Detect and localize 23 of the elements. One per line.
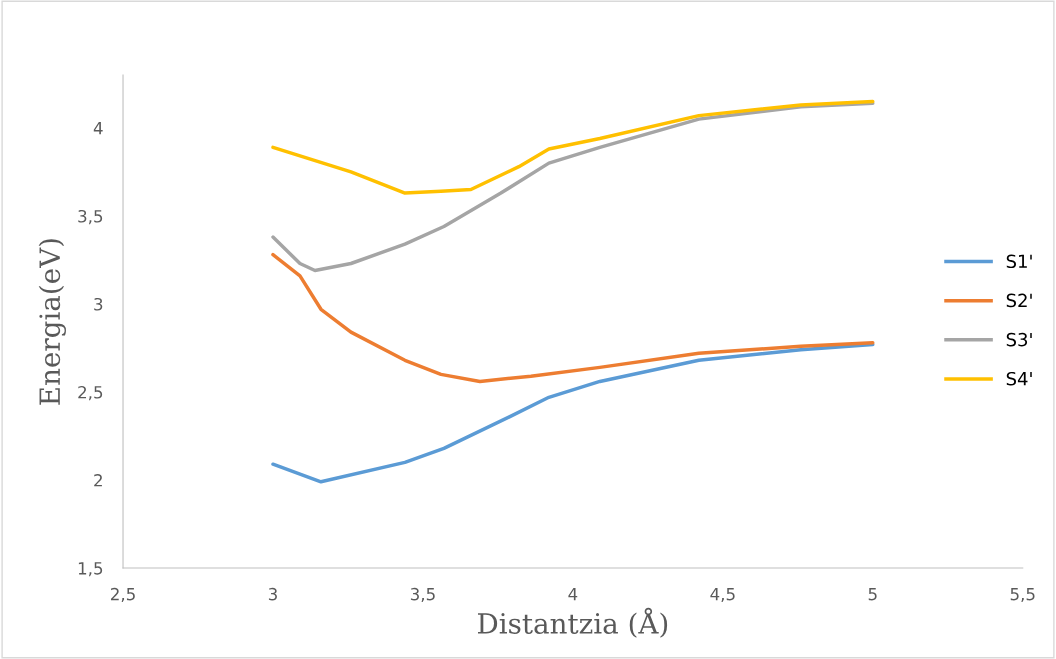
y-tick-label: 2,5 <box>78 385 103 401</box>
legend-label: S3' <box>1006 332 1032 347</box>
line-series <box>271 252 875 384</box>
x-tick-label: 3 <box>268 587 277 601</box>
legend-label: S2' <box>1006 293 1032 308</box>
x-axis-title: Distantzia (Å) <box>477 607 668 638</box>
x-tick-label: 5 <box>868 588 877 601</box>
y-tick-label: 1,5 <box>78 562 103 577</box>
line-series <box>271 342 875 484</box>
x-tick-label: 4 <box>568 588 578 601</box>
legend-label: S1' <box>1006 254 1032 269</box>
y-axis-title: Energia(eV) <box>38 239 66 405</box>
line-series <box>271 101 875 273</box>
y-tick-label: 4 <box>93 122 103 135</box>
x-tick-label: 4,5 <box>710 588 735 603</box>
y-tick-label: 2 <box>94 474 102 487</box>
line-series <box>271 99 875 195</box>
legend-label: S4' <box>1006 371 1032 386</box>
x-tick-label: 3,5 <box>410 587 435 603</box>
y-tick-label: 3 <box>94 297 103 311</box>
x-tick-label: 5,5 <box>1010 588 1035 603</box>
y-tick-label: 3,5 <box>78 209 103 225</box>
x-tick-label: 2,5 <box>110 587 135 603</box>
